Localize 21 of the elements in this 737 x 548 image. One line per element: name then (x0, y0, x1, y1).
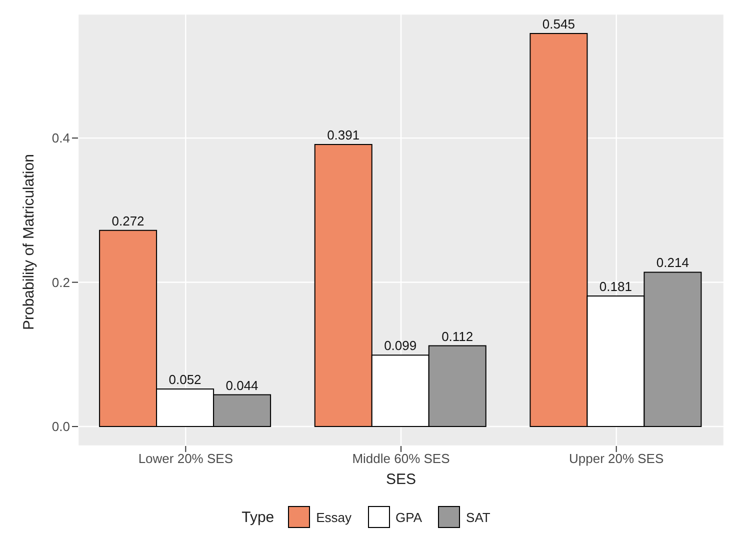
data-label: 0.272 (112, 213, 144, 228)
legend-label: GPA (396, 510, 422, 524)
x-tick-label: Upper 20% SES (568, 451, 664, 466)
data-label: 0.112 (442, 328, 474, 344)
data-label: 0.052 (168, 372, 202, 388)
y-tick-label: 0.0 (52, 419, 70, 434)
x-tick-label: Lower 20% SES (138, 451, 234, 466)
data-label: 0.044 (226, 378, 258, 393)
y-axis-title: Probability of Matriculation (20, 154, 38, 330)
data-label: 0.181 (599, 278, 632, 294)
y-tick-label: 0.2 (52, 274, 70, 290)
x-tick-label: Middle 60% SES (352, 451, 450, 466)
legend-label: SAT (466, 510, 490, 524)
x-axis-title: SES (386, 471, 416, 488)
data-label: 0.214 (656, 255, 689, 270)
legend-title: Type (242, 508, 274, 526)
data-label: 0.545 (542, 16, 575, 32)
data-label: 0.391 (327, 128, 360, 143)
y-tick-label: 0.4 (52, 130, 70, 146)
data-label: 0.099 (384, 338, 417, 354)
legend-label: Essay (316, 510, 352, 524)
